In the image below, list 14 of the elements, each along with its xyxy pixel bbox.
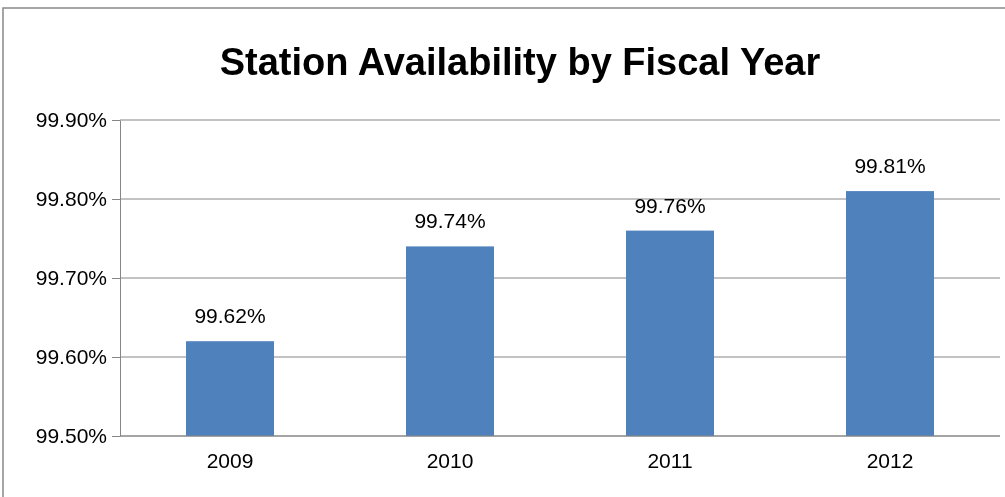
- y-tick-label: 99.60%: [35, 345, 107, 369]
- y-tick-label: 99.70%: [35, 266, 107, 290]
- x-tick-label: 2012: [866, 449, 914, 473]
- x-tick-label: 2010: [426, 449, 474, 473]
- y-tick-label: 99.50%: [35, 424, 107, 448]
- y-tick-label: 99.90%: [35, 108, 107, 132]
- data-label: 99.74%: [414, 209, 486, 233]
- data-label: 99.81%: [854, 154, 926, 178]
- x-tick-label: 2009: [206, 449, 254, 473]
- x-tick-label: 2011: [647, 449, 693, 473]
- chart-title: Station Availability by Fiscal Year: [219, 41, 821, 83]
- y-tick-label: 99.80%: [35, 187, 107, 211]
- data-label: 99.76%: [634, 193, 706, 217]
- data-label: 99.62%: [194, 304, 266, 328]
